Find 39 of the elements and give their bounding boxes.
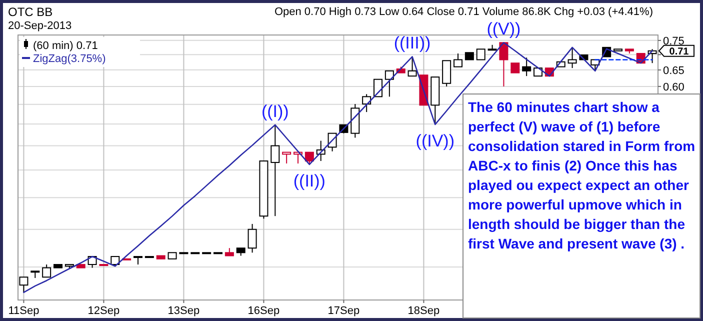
candlestick	[454, 52, 462, 68]
x-tick-label: 16Sep	[248, 305, 280, 317]
candlestick	[408, 56, 417, 77]
x-tick-label: 11Sep	[8, 305, 40, 317]
x-tick-label: 13Sep	[168, 305, 200, 317]
text: Open 0.70 High 0.73 Low 0.64 Close 0.71 Volume 86.8K Chg +0.03 (+4.41%)	[274, 6, 653, 18]
candlestick	[248, 223, 257, 254]
candlestick	[42, 264, 52, 278]
y-tick-label: 0.60	[663, 81, 684, 94]
chart-title: OTC BB	[8, 5, 53, 19]
candlestick	[442, 60, 452, 87]
candlestick	[384, 70, 394, 98]
data-label: ((IV))	[416, 131, 454, 150]
data-label: ((V))	[486, 20, 521, 39]
candlestick	[304, 152, 314, 165]
candlestick	[568, 46, 577, 69]
candlestick	[270, 124, 280, 217]
x-tick-label: 12Sep	[88, 305, 120, 317]
legend-label: (60 min) 0.71	[33, 40, 98, 52]
candlestick	[282, 152, 292, 164]
data-label: ((II))	[293, 171, 326, 190]
candlestick	[374, 78, 382, 98]
chart-subtitle: 20-Sep-2013	[8, 20, 72, 32]
y-tick-label: 0.65	[663, 64, 684, 77]
candlestick	[522, 57, 532, 77]
x-tick-label: 18Sep	[408, 305, 440, 317]
y-tick-label: 0.75	[663, 35, 684, 48]
candlestick	[476, 48, 486, 60]
data-label: ((I))	[261, 102, 289, 121]
legend-label: ZigZag(3.75%)	[33, 53, 106, 65]
candlestick	[110, 256, 120, 267]
candlestick	[362, 94, 372, 113]
data-label: ((III))	[394, 34, 431, 53]
annotation: The 60 minutes chart show a perfect (V) wave of (1) before consolidation stared in Form from ABC-x to finis (2) Once this has played ou expect expect an other more powerful upmove which in length should be bigger than the first Wave and present wave (3) .	[468, 99, 696, 252]
text: 0.71	[669, 46, 690, 58]
x-tick-label: 17Sep	[328, 305, 360, 317]
candlestick	[510, 62, 520, 74]
candlestick	[19, 276, 28, 293]
candlestick	[499, 42, 508, 87]
